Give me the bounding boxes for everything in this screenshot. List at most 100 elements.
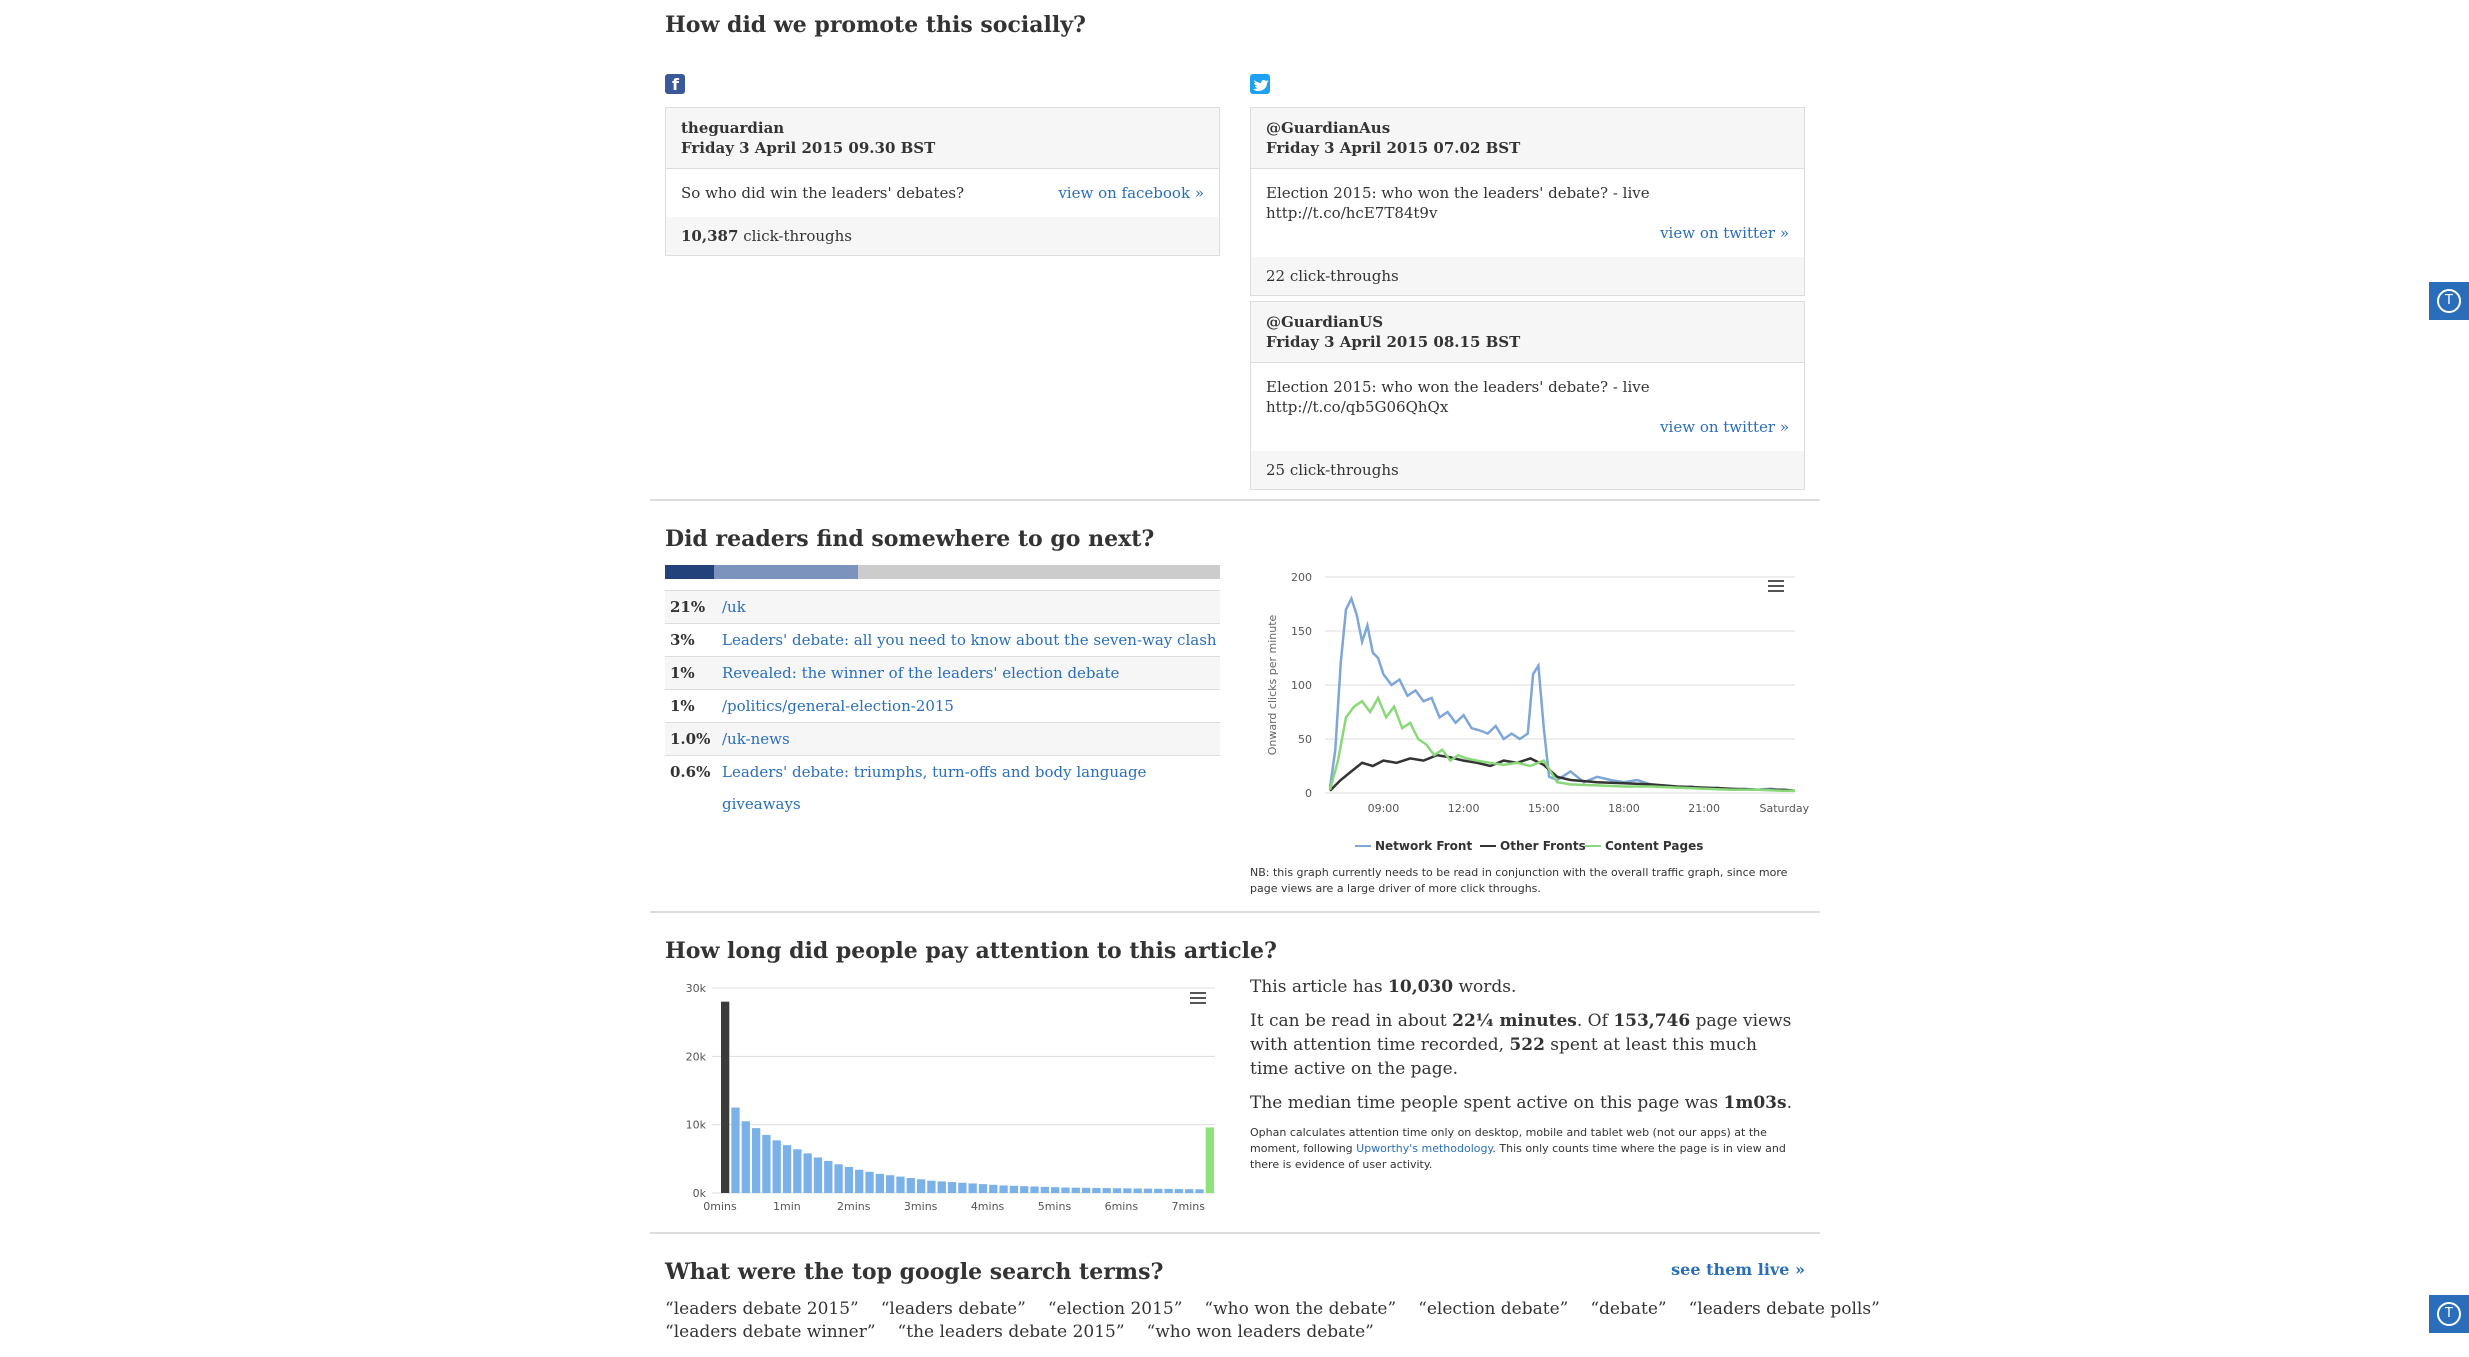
row-pct: 0.6%: [670, 763, 711, 781]
bar: [772, 1140, 781, 1193]
list-item: 1.0% /uk-news: [665, 722, 1220, 755]
row-link[interactable]: /uk-news: [722, 730, 790, 748]
bar: [927, 1180, 936, 1193]
bar: [1154, 1188, 1163, 1193]
clicks-label: click-throughs: [1289, 267, 1399, 285]
text: This article has: [1250, 977, 1389, 997]
bar: [1112, 1188, 1122, 1193]
y-axis-label: Onward clicks per minute: [1266, 614, 1279, 755]
view-on-facebook-link[interactable]: view on facebook »: [1058, 184, 1204, 202]
bar: [978, 1184, 988, 1193]
row-pct: 1.0%: [670, 730, 711, 748]
onward-clicks-chart: 0 50 100 150 200 09:00 12:00 15:00 18:00 21:00 Sat…: [1266, 571, 1810, 853]
bar: [1051, 1187, 1060, 1193]
bar: [865, 1171, 874, 1193]
bar: [1009, 1185, 1019, 1193]
list-item: 0.6% Leaders' debate: triumphs, turn-offs…: [665, 755, 1220, 813]
row-link[interactable]: /uk: [722, 598, 746, 616]
row-link[interactable]: Leaders' debate: all you need to know ab…: [722, 631, 1217, 649]
attention-text: This article has 10,030 words. It can be…: [1250, 975, 1800, 1173]
x-tick-label: 21:00: [1688, 802, 1720, 815]
bar: [1185, 1189, 1194, 1193]
bar: [1040, 1186, 1049, 1193]
bar: [1205, 1127, 1214, 1193]
bar: [906, 1177, 915, 1193]
facebook-post-date: Friday 3 April 2015 09.30 BST: [681, 139, 936, 157]
bar: [937, 1181, 946, 1193]
section-divider: [650, 1232, 1820, 1234]
bar: [731, 1107, 740, 1193]
search-term: “who won leaders debate”: [1146, 1322, 1374, 1342]
bar: [782, 1145, 792, 1193]
attention-heading: How long did people pay attention to thi…: [665, 938, 1277, 964]
see-them-live-link[interactable]: see them live »: [1671, 1260, 1805, 1279]
y-tick-label: 0: [1305, 787, 1312, 800]
chart-menu-icon[interactable]: [1768, 580, 1784, 592]
bar: [958, 1182, 967, 1193]
x-tick-label: 6mins: [1105, 1200, 1139, 1213]
bar: [803, 1153, 812, 1193]
row-link[interactable]: /politics/general-election-2015: [722, 697, 954, 715]
read-time: 22¼ minutes: [1452, 1011, 1577, 1031]
upworthy-methodology-link[interactable]: Upworthy's methodology: [1356, 1142, 1493, 1155]
search-term: “the leaders debate 2015”: [897, 1322, 1125, 1342]
bar: [1174, 1189, 1184, 1193]
bar: [834, 1164, 843, 1193]
row-pct: 21%: [670, 598, 706, 616]
search-term: “election 2015”: [1047, 1299, 1183, 1319]
x-tick-label: 0mins: [703, 1200, 737, 1213]
twitter-post-message: Election 2015: who won the leaders' deba…: [1266, 378, 1650, 416]
bar: [1092, 1187, 1101, 1193]
x-tick-label: 3mins: [904, 1200, 938, 1213]
x-tick-label: 15:00: [1528, 802, 1560, 815]
y-tick-label: 150: [1291, 625, 1312, 638]
x-tick-label: 09:00: [1368, 802, 1400, 815]
bar: [875, 1173, 884, 1193]
y-tick-label: 20k: [686, 1050, 707, 1063]
view-on-twitter-link[interactable]: view on twitter »: [1660, 418, 1789, 436]
attention-read-time: It can be read in about 22¼ minutes. Of …: [1250, 1009, 1800, 1081]
y-tick-label: 30k: [686, 982, 707, 995]
x-tick-label: 18:00: [1608, 802, 1640, 815]
bar: [793, 1149, 802, 1193]
word-count: 10,030: [1388, 977, 1454, 997]
section-divider: [650, 499, 1820, 501]
row-link[interactable]: Leaders' debate: triumphs, turn-offs and…: [722, 763, 1147, 813]
legend-entry: Other Fronts: [1500, 839, 1586, 853]
t-icon: T: [2437, 1302, 2461, 1326]
bar: [751, 1128, 761, 1193]
twitter-post-date: Friday 3 April 2015 08.15 BST: [1266, 333, 1521, 351]
text: Ophan calculates attention time only on …: [1250, 1126, 1767, 1155]
chart-menu-icon[interactable]: [1190, 992, 1206, 1004]
facebook-clicks: 10,387 click-throughs: [666, 217, 1219, 255]
series-line: [1329, 753, 1796, 793]
bar: [741, 1121, 750, 1193]
t-icon: T: [2437, 289, 2461, 313]
bar: [1081, 1187, 1091, 1193]
text: . This only counts time where the page i…: [1250, 1142, 1786, 1171]
view-on-twitter-link[interactable]: view on twitter »: [1660, 224, 1789, 242]
facebook-post-panel: theguardian Friday 3 April 2015 09.30 BS…: [665, 107, 1220, 256]
bar: [855, 1169, 864, 1193]
side-tab-button[interactable]: T: [2429, 282, 2469, 320]
search-terms-row: “leaders debate winner” “the leaders deba…: [665, 1320, 1396, 1344]
row-link[interactable]: Revealed: the winner of the leaders' ele…: [722, 664, 1120, 682]
text: It can be read in about: [1250, 1011, 1453, 1031]
bar: [968, 1183, 977, 1193]
search-term: “leaders debate”: [880, 1299, 1026, 1319]
search-term: “leaders debate winner”: [665, 1322, 876, 1342]
clicks-label: click-throughs: [1289, 461, 1399, 479]
social-heading: How did we promote this socially?: [665, 12, 1086, 38]
list-item: 3% Leaders' debate: all you need to know …: [665, 623, 1220, 656]
bar: [916, 1179, 926, 1193]
twitter-post-panel: @GuardianUS Friday 3 April 2015 08.15 BS…: [1250, 301, 1805, 490]
bar: [947, 1182, 957, 1193]
side-tab-button[interactable]: T: [2429, 1295, 2469, 1333]
facebook-clicks-count: 10,387: [681, 227, 739, 245]
bar: [762, 1134, 771, 1193]
bar: [999, 1185, 1008, 1193]
twitter-account: @GuardianUS: [1266, 313, 1384, 331]
y-tick-label: 100: [1291, 679, 1312, 692]
x-tick-label: 1min: [773, 1200, 801, 1213]
legend-entry: Network Front: [1375, 839, 1472, 853]
